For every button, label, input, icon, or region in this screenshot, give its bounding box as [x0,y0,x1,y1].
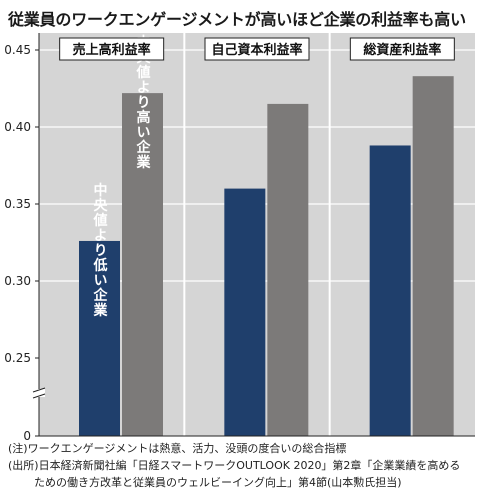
note-text: (注)ワークエンゲージメントは熱意、活力、没頭の度合いの総合指標 [8,442,347,455]
category-sections [183,33,331,436]
category-label-box [204,37,310,61]
category-label-box [349,37,455,61]
axis-break-mark [32,393,46,399]
y-tick-label: 0.25 [4,351,31,365]
category-labels: 売上高利益率 自己資本利益率 総資産利益率 [59,37,455,61]
y-tick-label: 0.40 [4,120,31,134]
source-text-line-1: (出所)日本経済新聞社編「日経スマートワークOUTLOOK 2020」第2章「企… [8,459,461,472]
y-tick-label: 0.45 [4,43,31,57]
bar [79,240,120,436]
footnotes: (注)ワークエンゲージメントは熱意、活力、没頭の度合いの総合指標 (出所)日本経… [8,440,478,491]
y-tick-label: 0.35 [4,197,31,211]
source-text-line-2: ための働き方改革と従業員のウェルビーイング向上」第4節(山本勲氏担当) [34,476,402,489]
bar-chart: 中央値より低い企業 中央値より高い企業 売上高利益率 自己資本利益率 総資産利益率 0… [4,33,475,440]
axis-break-gap [33,389,45,397]
bar [267,103,309,437]
series-label: 中央値より高い企業 [135,34,152,170]
bars [79,76,454,437]
bar [369,145,411,437]
bar-labels: 中央値より低い企業 中央値より高い企業 [92,34,152,318]
category-label: 総資産利益率 [363,42,441,58]
series-label: 中央値より低い企業 [92,182,109,318]
y-axis: 0.45 0.40 0.35 0.30 0.25 0 [4,33,475,440]
y-tick-label: 0.30 [4,274,31,288]
chart-title: 従業員のワークエンゲージメントが高いほど企業の利益率も高い [8,10,466,29]
axis-break-mark [32,387,46,393]
category-label-box [59,37,165,61]
category-label: 自己資本利益率 [211,42,302,58]
y-tick-label: 0 [23,429,31,440]
bar [224,188,266,436]
bar [122,93,163,437]
category-label: 売上高利益率 [73,42,151,58]
bar [412,76,454,437]
